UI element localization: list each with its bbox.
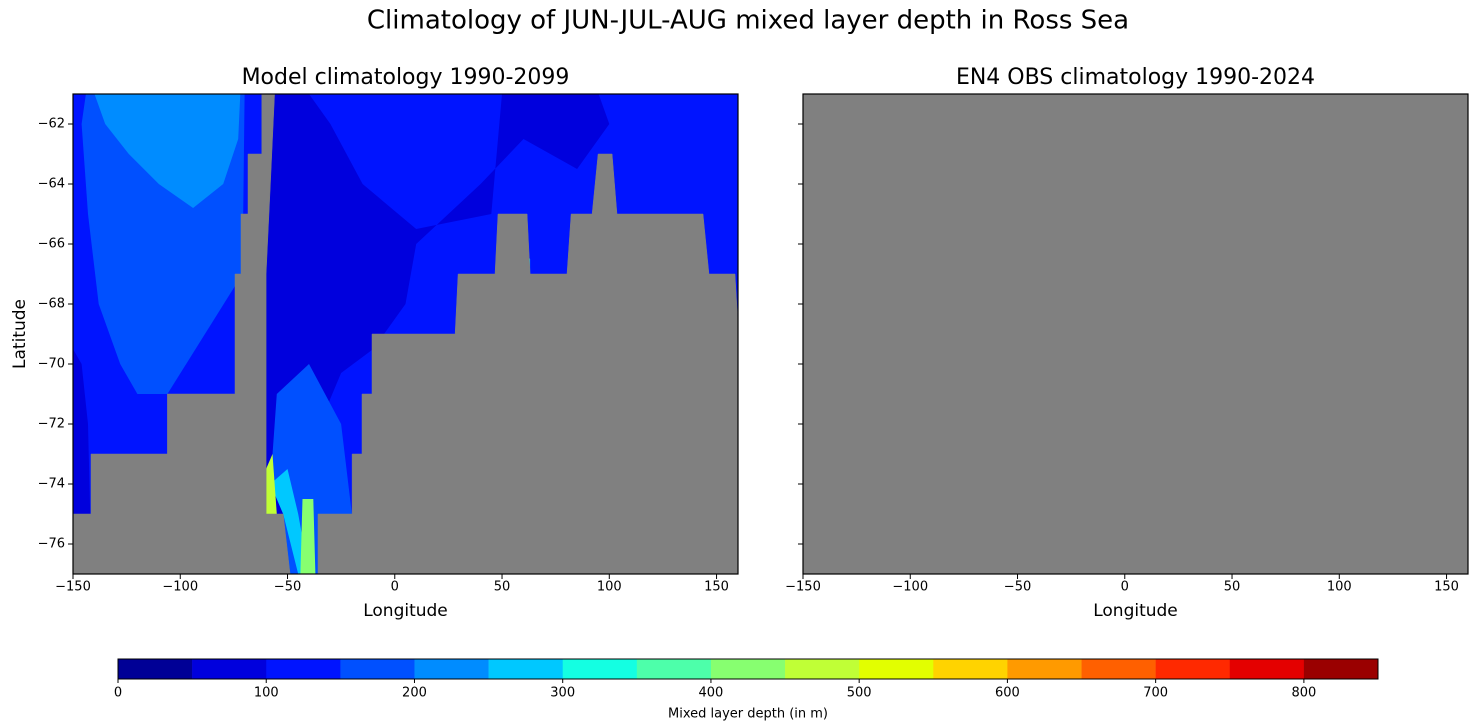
y-tick-label: −66 [38, 237, 65, 252]
x-tick-label: −100 [892, 580, 928, 595]
colorbar-bin [1229, 659, 1305, 679]
colorbar-tick-label: 100 [254, 686, 279, 701]
contour-region [266, 94, 610, 514]
axes-frame [802, 93, 1469, 575]
colorbar-tick-label: 0 [114, 686, 122, 701]
x-tick-label: 0 [391, 580, 399, 595]
colorbar-label: Mixed layer depth (in m) [668, 707, 828, 722]
colorbar-bin [1007, 659, 1082, 679]
colorbar-bin [266, 659, 341, 679]
land-mask [803, 94, 1468, 574]
colorbar-tick-label: 600 [995, 686, 1020, 701]
contour-region [94, 94, 241, 208]
plot-area [803, 94, 1468, 574]
plot-area [73, 94, 738, 574]
contour-region [266, 454, 277, 514]
x-tick-label: 50 [1224, 580, 1241, 595]
contour-region [73, 349, 91, 514]
colorbar-bin [414, 659, 489, 679]
figure-title: Climatology of JUN-JUL-AUG mixed layer d… [367, 6, 1129, 36]
x-tick-label: 0 [1121, 580, 1129, 595]
panel-title: EN4 OBS climatology 1990-2024 [956, 65, 1315, 90]
colorbar-bin [710, 659, 786, 679]
x-tick-label: 100 [597, 580, 622, 595]
y-tick-label: −62 [38, 117, 65, 132]
colorbar-bin [1081, 659, 1156, 679]
x-axis-label: Longitude [1093, 601, 1178, 621]
land-mask [73, 94, 291, 574]
colorbar-frame [117, 658, 1379, 680]
colorbar-tick-label: 400 [699, 686, 724, 701]
colorbar-bin [636, 659, 712, 679]
contour-region [300, 499, 316, 574]
x-tick-label: −50 [1004, 580, 1031, 595]
colorbar-bin [192, 659, 267, 679]
contour-region [270, 469, 309, 574]
colorbar-bin [118, 659, 193, 679]
y-tick-label: −70 [38, 357, 65, 372]
colorbar-bin [785, 659, 860, 679]
colorbar-bin [340, 659, 415, 679]
colorbar-bin [1303, 659, 1379, 679]
x-tick-label: −150 [785, 580, 821, 595]
y-tick-label: −72 [38, 417, 65, 432]
y-tick-label: −76 [38, 537, 65, 552]
colorbar-bin [488, 659, 564, 679]
x-tick-label: 150 [1434, 580, 1459, 595]
x-tick-label: −50 [274, 580, 301, 595]
land-mask [317, 153, 738, 574]
x-tick-label: −100 [162, 580, 198, 595]
x-tick-label: 50 [494, 580, 511, 595]
colorbar-bin [562, 659, 638, 679]
y-tick-label: −68 [38, 297, 65, 312]
colorbar-bin [859, 659, 934, 679]
x-tick-label: 150 [704, 580, 729, 595]
y-tick-label: −74 [38, 477, 65, 492]
colorbar-bin [1155, 659, 1231, 679]
colorbar-bin [933, 659, 1008, 679]
colorbar-tick-label: 200 [402, 686, 427, 701]
colorbar-tick-label: 800 [1291, 686, 1316, 701]
x-tick-label: −150 [55, 580, 91, 595]
colorbar-tick-label: 700 [1143, 686, 1168, 701]
panel-title: Model climatology 1990-2099 [242, 65, 570, 90]
x-tick-label: 100 [1327, 580, 1352, 595]
y-axis-label: Latitude [10, 299, 30, 369]
y-tick-label: −64 [38, 177, 65, 192]
colorbar-tick-label: 500 [847, 686, 872, 701]
colorbar-tick-label: 300 [550, 686, 575, 701]
axes-frame [72, 93, 739, 575]
x-axis-label: Longitude [363, 601, 448, 621]
